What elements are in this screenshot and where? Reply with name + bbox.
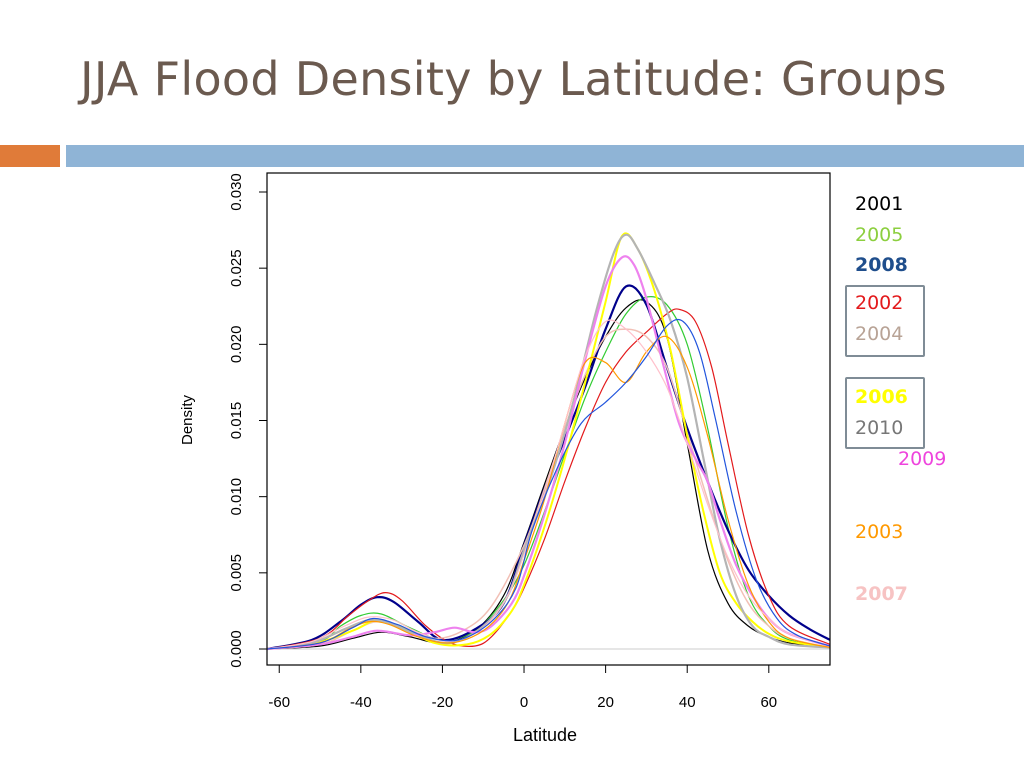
plot-frame: [266, 172, 831, 666]
series-line-2009: [267, 255, 830, 651]
series-line-2001: [267, 299, 830, 650]
legend-item-2009: 2009: [898, 448, 947, 470]
x-tick-label: -60: [268, 694, 290, 711]
axes: -60 -40 -20 0 20 40 60 0.000 0.005 0.010 0.015 0.02…: [228, 172, 831, 711]
legend-item-2006: 2006: [855, 386, 908, 408]
x-tick-label: 60: [760, 694, 777, 711]
legend-group-box-2: [845, 377, 925, 449]
series-line-2010: [267, 233, 830, 651]
y-tick-label: 0.020: [228, 326, 245, 364]
x-tick-label: -40: [350, 694, 372, 711]
legend-item-2008: 2008: [855, 254, 908, 276]
slide-title: JJA Flood Density by Latitude: Groups: [80, 52, 947, 106]
x-axis-label: Latitude: [513, 725, 577, 745]
y-axis-label: Density: [179, 394, 196, 445]
x-tick-label: 40: [679, 694, 696, 711]
series-lines: [267, 232, 830, 651]
y-tick-label: 0.010: [228, 478, 245, 516]
legend-item-2004: 2004: [855, 323, 904, 345]
legend-item-2003: 2003: [855, 521, 904, 543]
y-tick-label: 0.005: [228, 554, 245, 592]
legend-item-2002: 2002: [855, 292, 904, 314]
y-tick-label: 0.000: [228, 630, 245, 668]
accent-bar-orange: [0, 145, 60, 167]
legend-item-2007: 2007: [855, 583, 908, 605]
y-tick-label: 0.025: [228, 249, 245, 287]
legend-item-2010: 2010: [855, 417, 904, 439]
legend-item-2005: 2005: [855, 224, 904, 246]
legend-item-2001: 2001: [855, 193, 904, 215]
series-line-2007: [267, 319, 830, 650]
series-line-2002: [267, 308, 830, 650]
x-tick-label: 20: [597, 694, 614, 711]
x-tick-label: 0: [520, 694, 528, 711]
series-line-2008-alt: [267, 318, 830, 650]
y-tick-label: 0.015: [228, 402, 245, 440]
series-line-2008: [267, 284, 830, 651]
accent-bar-blue: [66, 145, 1024, 167]
series-line-2003: [267, 335, 830, 650]
y-tick-label: 0.030: [228, 173, 245, 211]
x-tick-label: -20: [432, 694, 454, 711]
legend-group-box-1: [845, 285, 925, 357]
